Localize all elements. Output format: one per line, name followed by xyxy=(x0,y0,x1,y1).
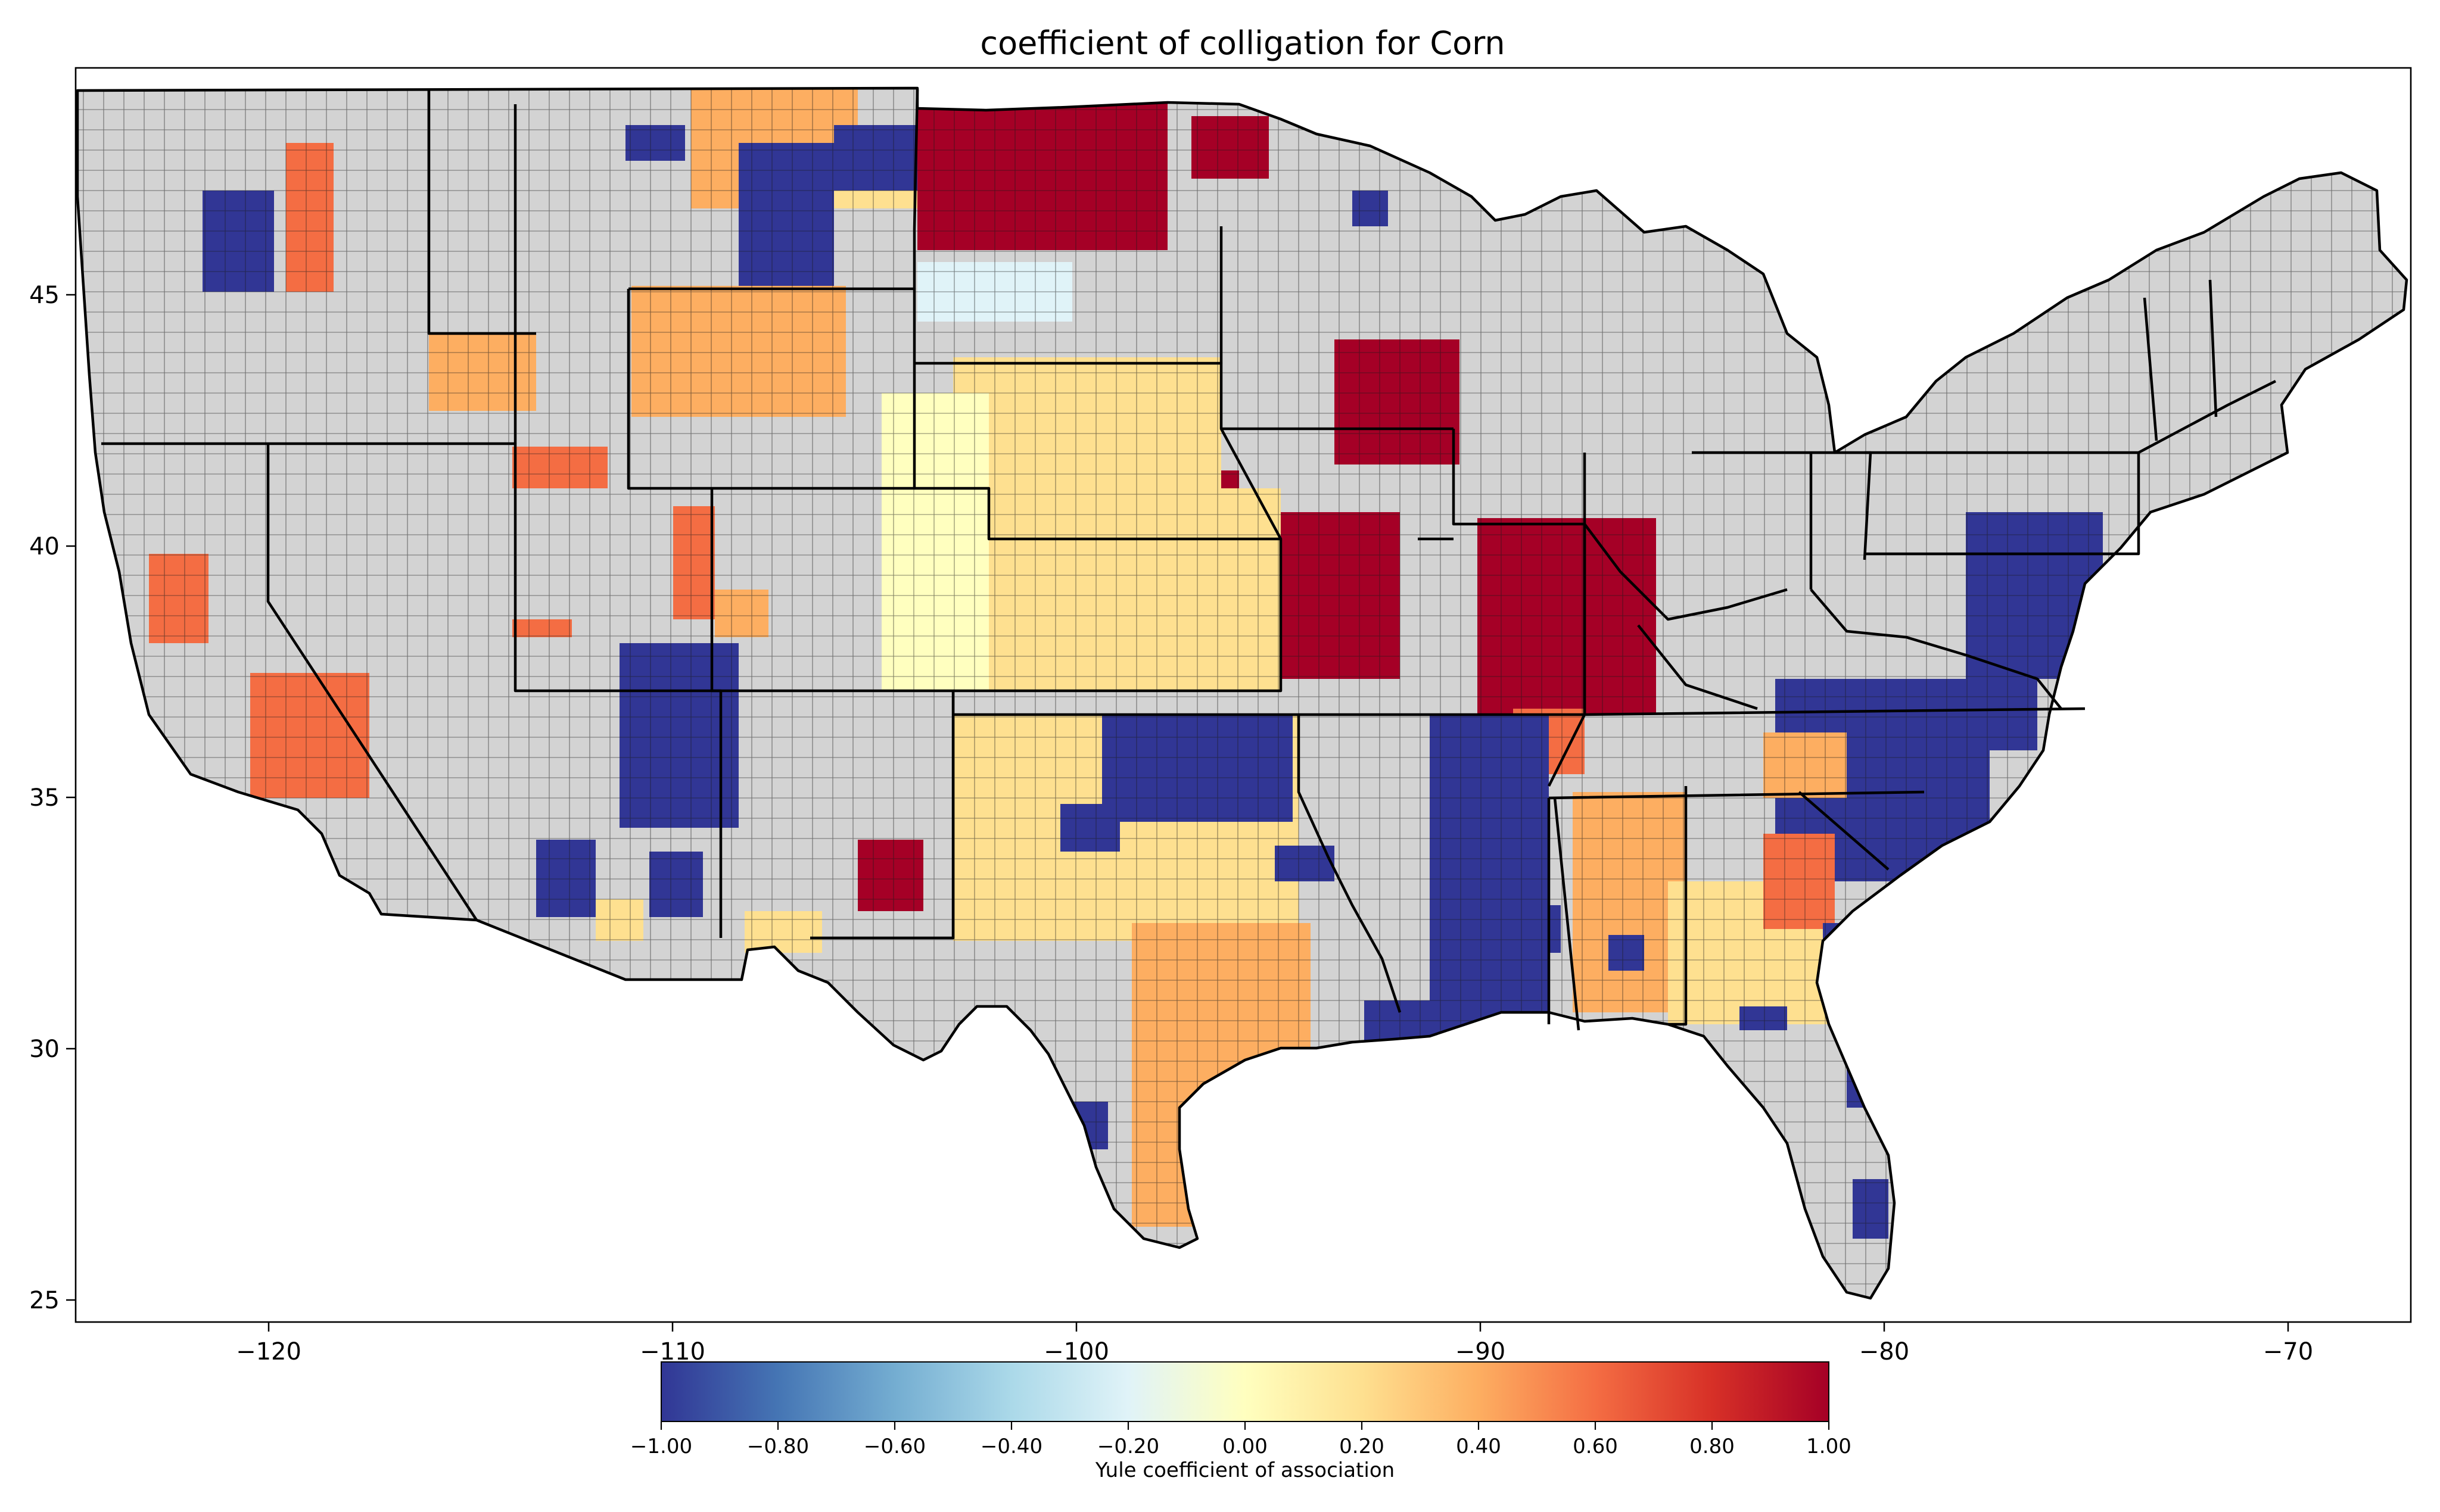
colorbar-tick-label: −1.00 xyxy=(630,1435,692,1458)
county-tile xyxy=(1739,1006,1787,1030)
colorbar-tick-label: 1.00 xyxy=(1806,1435,1851,1458)
county-tile xyxy=(1608,935,1644,971)
colorbar-tick-label: 0.80 xyxy=(1689,1435,1735,1458)
map-title: coefficient of colligation for Corn xyxy=(980,24,1505,62)
county-tile xyxy=(1763,834,1835,929)
county-tile xyxy=(631,286,846,417)
county-tile xyxy=(882,393,989,691)
us-land xyxy=(77,88,2407,1298)
county-tile xyxy=(149,554,208,643)
x-tick-label: −120 xyxy=(236,1338,301,1366)
county-tile xyxy=(429,333,536,411)
county-tile xyxy=(1191,116,1269,179)
county-tile xyxy=(1322,95,1358,131)
county-tile xyxy=(834,125,917,191)
county-tile xyxy=(1430,715,1549,1048)
colorbar-ramp xyxy=(661,1361,1829,1422)
y-tick-label: 25 xyxy=(29,1287,60,1314)
county-tiles xyxy=(149,89,2103,1239)
county-tile xyxy=(250,673,369,798)
county-tile xyxy=(620,643,739,828)
colorbar-tick-label: −0.20 xyxy=(1097,1435,1159,1458)
county-tile xyxy=(673,506,715,619)
county-tile xyxy=(286,143,334,292)
county-tile xyxy=(917,89,1168,250)
colorbar-tick-label: 0.00 xyxy=(1222,1435,1268,1458)
county-tile xyxy=(1060,804,1120,852)
county-tile xyxy=(715,590,768,637)
county-tile xyxy=(536,840,596,917)
colorbar-tick-label: 0.20 xyxy=(1339,1435,1384,1458)
colorbar-tick-label: −0.60 xyxy=(864,1435,926,1458)
x-tick-label: −90 xyxy=(1455,1338,1505,1366)
county-tile xyxy=(203,191,274,292)
county-tile xyxy=(596,899,643,941)
county-tile xyxy=(745,911,822,953)
county-tile xyxy=(953,357,1221,488)
colorbar-label: Yule coefficient of association xyxy=(1095,1458,1395,1482)
county-tile xyxy=(512,447,608,488)
county-tile xyxy=(1525,905,1561,953)
x-axis: −120 −110 −100 −90 −80 −70 xyxy=(236,1322,2313,1366)
x-tick-label: −80 xyxy=(1859,1338,1909,1366)
colorbar-ticks: −1.00 −0.80 −0.60 −0.40 −0.20 0.00 0.20 0.40 0.6… xyxy=(630,1421,1851,1458)
x-tick-label: −70 xyxy=(2263,1338,2313,1366)
county-tile xyxy=(625,125,685,161)
county-tile xyxy=(1334,339,1459,464)
colorbar-tick-label: −0.80 xyxy=(747,1435,809,1458)
county-tile xyxy=(512,619,572,637)
county-tile xyxy=(649,852,703,917)
county-tile xyxy=(989,488,1281,691)
colorbar: −1.00 −0.80 −0.60 −0.40 −0.20 0.00 0.20 0.40 0.6… xyxy=(630,1361,1851,1482)
colorbar-tick-label: 0.40 xyxy=(1456,1435,1501,1458)
y-axis: 25 30 35 40 45 xyxy=(29,282,76,1314)
county-tile xyxy=(1573,792,1686,1012)
county-tile xyxy=(1853,1179,1888,1239)
y-tick-label: 40 xyxy=(29,533,60,560)
x-tick-label: −110 xyxy=(640,1338,705,1366)
y-tick-label: 45 xyxy=(29,282,60,309)
plot-frame xyxy=(74,67,2412,1323)
county-tile xyxy=(1847,1000,1906,1108)
colorbar-tick-label: 0.60 xyxy=(1573,1435,1618,1458)
colorbar-tick-label: −0.40 xyxy=(981,1435,1042,1458)
y-tick-label: 30 xyxy=(29,1036,60,1063)
x-tick-label: −100 xyxy=(1044,1338,1109,1366)
y-tick-label: 35 xyxy=(29,784,60,812)
county-tile xyxy=(1352,191,1388,226)
state-boundaries xyxy=(77,88,2407,1298)
county-tile xyxy=(1477,518,1656,715)
county-tile xyxy=(739,143,834,286)
